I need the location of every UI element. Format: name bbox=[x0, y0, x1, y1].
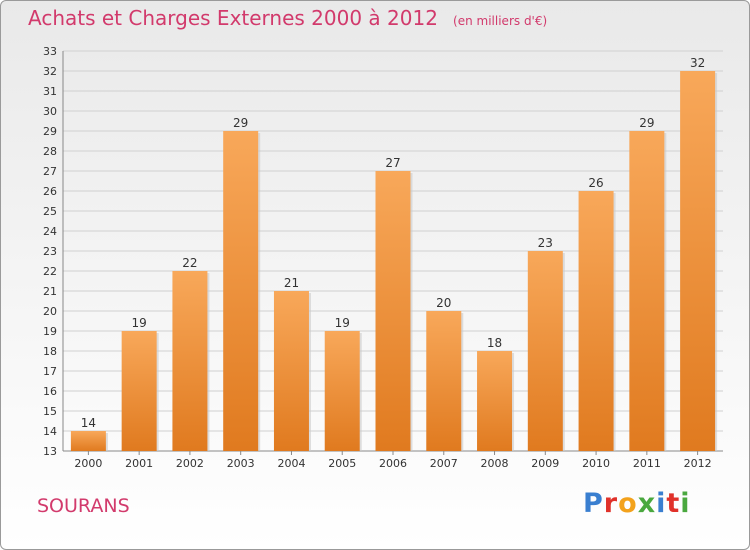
bar-2006 bbox=[375, 171, 411, 451]
x-tick-label: 2007 bbox=[430, 457, 458, 470]
data-label: 19 bbox=[132, 316, 147, 330]
data-label: 19 bbox=[335, 316, 350, 330]
x-tick-label: 2000 bbox=[74, 457, 102, 470]
logo-letter: P bbox=[583, 488, 604, 519]
bar-2002 bbox=[172, 271, 208, 451]
y-tick-label: 29 bbox=[43, 125, 57, 138]
y-tick-label: 22 bbox=[43, 265, 57, 278]
data-label: 29 bbox=[233, 116, 248, 130]
y-tick-label: 31 bbox=[43, 85, 57, 98]
x-tick-label: 2002 bbox=[176, 457, 204, 470]
data-label: 26 bbox=[588, 176, 603, 190]
bar-2009 bbox=[527, 251, 563, 451]
bar-2010 bbox=[578, 191, 614, 451]
logo-letter: t bbox=[666, 488, 681, 519]
data-label: 14 bbox=[81, 416, 96, 430]
bar-2003 bbox=[223, 131, 259, 451]
y-tick-label: 26 bbox=[43, 185, 57, 198]
y-tick-label: 14 bbox=[43, 425, 57, 438]
x-tick-label: 2010 bbox=[582, 457, 610, 470]
y-tick-label: 25 bbox=[43, 205, 57, 218]
y-tick-label: 15 bbox=[43, 405, 57, 418]
y-tick-label: 13 bbox=[43, 445, 57, 458]
data-label: 32 bbox=[690, 56, 705, 70]
y-tick-label: 28 bbox=[43, 145, 57, 158]
data-label: 18 bbox=[487, 336, 502, 350]
x-tick-label: 2006 bbox=[379, 457, 407, 470]
proxiti-logo: Proxiti bbox=[583, 488, 691, 519]
y-tick-label: 17 bbox=[43, 365, 57, 378]
x-tick-label: 2011 bbox=[633, 457, 661, 470]
data-label: 23 bbox=[538, 236, 553, 250]
y-tick-label: 16 bbox=[43, 385, 57, 398]
data-label: 21 bbox=[284, 276, 299, 290]
data-label: 20 bbox=[436, 296, 451, 310]
unit-note: (en milliers d'€) bbox=[453, 14, 548, 28]
bar-2005 bbox=[324, 331, 360, 451]
y-tick-label: 19 bbox=[43, 325, 57, 338]
y-tick-label: 33 bbox=[43, 45, 57, 58]
bar-2011 bbox=[629, 131, 665, 451]
bar-2000 bbox=[70, 431, 106, 451]
y-tick-label: 23 bbox=[43, 245, 57, 258]
commune-name: SOURANS bbox=[37, 495, 130, 517]
x-tick-label: 2008 bbox=[481, 457, 509, 470]
bar-2007 bbox=[426, 311, 462, 451]
logo-letter: i bbox=[680, 488, 691, 519]
x-tick-label: 2005 bbox=[328, 457, 356, 470]
logo-letter: i bbox=[656, 488, 667, 519]
data-label: 27 bbox=[385, 156, 400, 170]
chart-title: Achats et Charges Externes 2000 à 2012 bbox=[28, 6, 438, 30]
logo-letter: x bbox=[637, 488, 657, 519]
logo-letter: o bbox=[618, 488, 638, 519]
bar-2012 bbox=[680, 71, 716, 451]
x-tick-label: 2012 bbox=[684, 457, 712, 470]
y-tick-label: 21 bbox=[43, 285, 57, 298]
y-tick-label: 27 bbox=[43, 165, 57, 178]
bar-2008 bbox=[477, 351, 513, 451]
data-label: 22 bbox=[182, 256, 197, 270]
bar-2001 bbox=[121, 331, 157, 451]
y-tick-label: 18 bbox=[43, 345, 57, 358]
x-tick-label: 2004 bbox=[277, 457, 305, 470]
y-tick-label: 24 bbox=[43, 225, 57, 238]
bar-2004 bbox=[273, 291, 309, 451]
x-tick-label: 2009 bbox=[531, 457, 559, 470]
data-label: 29 bbox=[639, 116, 654, 130]
chart-title-block: Achats et Charges Externes 2000 à 2012 (… bbox=[28, 6, 547, 30]
x-tick-label: 2001 bbox=[125, 457, 153, 470]
y-tick-label: 20 bbox=[43, 305, 57, 318]
y-tick-label: 32 bbox=[43, 65, 57, 78]
x-tick-label: 2003 bbox=[227, 457, 255, 470]
logo-letter: r bbox=[603, 488, 619, 519]
y-tick-label: 30 bbox=[43, 105, 57, 118]
